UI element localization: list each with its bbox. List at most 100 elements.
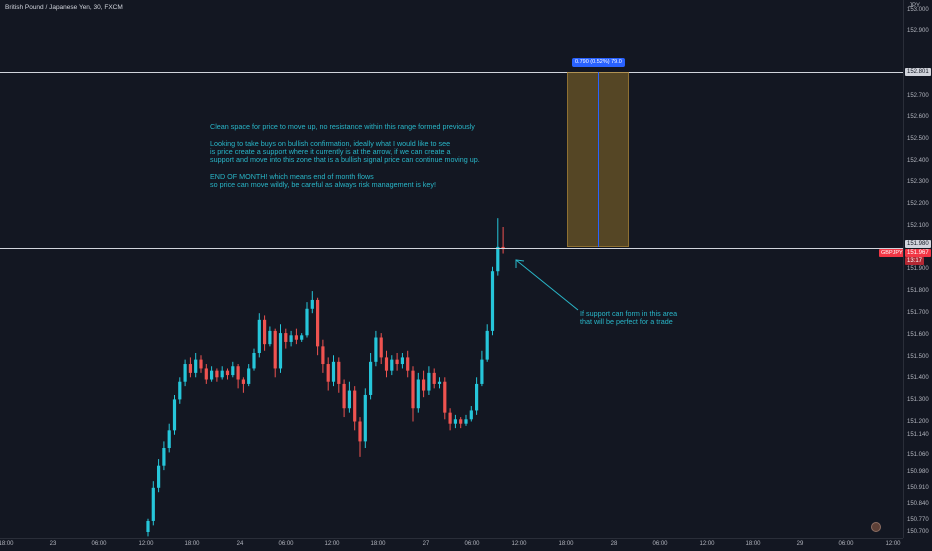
time-tick-label: 12:00: [885, 541, 901, 547]
candle-body: [353, 390, 357, 422]
candle-body: [284, 333, 288, 342]
candle: [252, 348, 256, 371]
candle-body: [490, 271, 495, 331]
currency-label: JPY: [909, 3, 921, 9]
candle-body: [437, 381, 442, 384]
candle: [178, 377, 182, 404]
price-tick-label: 150.700: [907, 529, 929, 535]
candle: [448, 408, 452, 431]
candle-body: [289, 335, 293, 342]
price-tick-label: 151.200: [907, 419, 929, 425]
candle-body: [427, 372, 431, 391]
candle: [384, 350, 389, 378]
candle-body: [448, 412, 452, 424]
candle: [347, 381, 351, 413]
candle-body: [411, 370, 415, 409]
candle: [395, 352, 399, 371]
candle-body: [210, 370, 214, 380]
candle-body: [204, 368, 208, 380]
candle: [241, 377, 245, 393]
price-axis[interactable]: JPY 153.000 152.900 152.700 152.600 152.500 1…: [903, 0, 932, 538]
candle: [432, 368, 436, 389]
candle: [210, 366, 214, 382]
candle: [257, 313, 261, 358]
candle-body: [167, 430, 171, 449]
candle-body: [294, 335, 298, 340]
candle: [183, 359, 187, 387]
candle: [369, 352, 373, 400]
candle-body: [379, 337, 383, 358]
candle-body: [162, 448, 166, 466]
price-tick-label: 152.600: [907, 114, 929, 120]
price-tick-label: 151.700: [907, 310, 929, 316]
time-tick-label: 12:00: [324, 541, 340, 547]
candle: [172, 394, 177, 435]
candle-body: [231, 366, 235, 376]
candle: [480, 350, 484, 387]
candle-body: [416, 379, 420, 409]
price-tick-label: 150.840: [907, 501, 929, 507]
price-tick-label: 150.910: [907, 485, 929, 491]
candle-body: [347, 390, 351, 409]
candle-body: [464, 419, 468, 424]
main-annotation[interactable]: Clean space for price to move up, no res…: [210, 122, 480, 190]
candle: [374, 330, 378, 367]
arrow-annotation-text[interactable]: If support can form in this area that wi…: [580, 309, 677, 327]
candle-body: [220, 370, 224, 378]
candle: [358, 417, 362, 457]
candle-body: [480, 359, 484, 384]
time-tick-label: 18:00: [745, 541, 761, 547]
candle: [485, 324, 489, 362]
price-range-center-line: [598, 72, 599, 247]
time-tick-label: 18:00: [370, 541, 386, 547]
settings-gear-icon[interactable]: [871, 522, 881, 532]
price-tick-label: 152.400: [907, 158, 929, 164]
last-price-tag: 151.967: [905, 249, 931, 257]
symbol-title[interactable]: British Pound / Japanese Yen, 30, FXCM: [5, 4, 123, 11]
candle: [316, 297, 320, 356]
candle: [464, 414, 468, 426]
candle-body: [157, 465, 161, 488]
candle: [501, 227, 505, 254]
candle-body: [326, 364, 330, 382]
candle: [353, 386, 357, 431]
candle-body: [151, 487, 155, 521]
candle: [162, 441, 166, 471]
current-horizontal-line[interactable]: [0, 248, 903, 249]
candle-body: [496, 246, 500, 272]
time-axis[interactable]: 18:00 23 06:00 12:00 18:00 24 06:00 12:00 18:00 2…: [0, 538, 903, 551]
candle-body: [400, 357, 404, 365]
candle-body: [374, 337, 378, 362]
candle-body: [273, 330, 277, 369]
current-line-price-tag: 151.980: [905, 240, 931, 248]
candle-body: [475, 383, 479, 411]
price-tick-label: 151.800: [907, 288, 929, 294]
candle: [490, 266, 495, 336]
price-tick-label: 151.300: [907, 397, 929, 403]
candle-body: [331, 361, 336, 382]
candle: [157, 459, 161, 493]
time-tick-label: 06:00: [464, 541, 480, 547]
time-tick-label: 24: [236, 541, 244, 547]
candle: [215, 368, 219, 382]
candle-body: [358, 421, 362, 442]
note-line: is price create a support where it curre…: [210, 146, 451, 156]
time-tick-label: 06:00: [278, 541, 294, 547]
candle-body: [390, 359, 394, 371]
candle-body: [459, 419, 463, 424]
upper-horizontal-line[interactable]: [0, 72, 903, 73]
time-tick-label: 18:00: [558, 541, 574, 547]
candle: [294, 328, 298, 345]
chart-area[interactable]: British Pound / Japanese Yen, 30, FXCM 0…: [0, 0, 905, 538]
candle: [236, 364, 240, 389]
candle-body: [310, 299, 314, 309]
price-tick-label: 151.600: [907, 332, 929, 338]
candle: [167, 423, 171, 453]
note-line: so price can move wildly, be careful as …: [210, 180, 436, 190]
candle: [225, 368, 230, 380]
candle-body: [241, 379, 245, 384]
candle: [337, 357, 341, 393]
candle-body: [384, 357, 389, 371]
candle: [459, 417, 463, 429]
time-tick-label: 12:00: [138, 541, 154, 547]
